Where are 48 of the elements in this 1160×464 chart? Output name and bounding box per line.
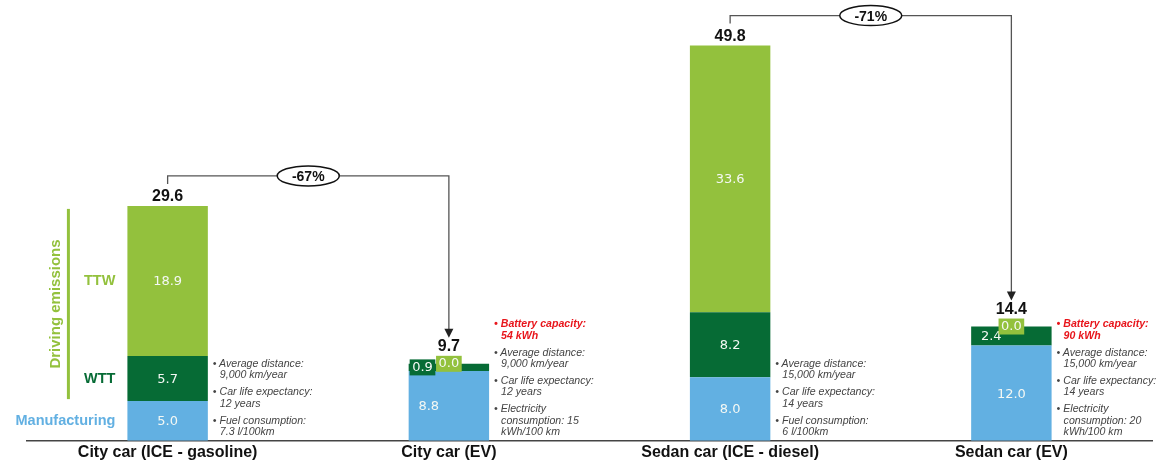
annotation: Driving emissions xyxy=(45,239,63,369)
total-label: 49.8 xyxy=(714,26,746,44)
bar xyxy=(127,205,208,356)
annotation: • Average distance: 9,000 km/year xyxy=(212,356,304,381)
total-label: 29.6 xyxy=(152,186,184,204)
annotation: • Average distance: 9,000 km/year xyxy=(494,345,586,369)
annotation: • Battery capacity: 54 kWh xyxy=(494,317,587,341)
annotation: • Electricity consumption: 20 kWh/100 km xyxy=(1056,402,1142,437)
series-label: Manufacturing xyxy=(15,411,116,428)
data-label: 8.2 xyxy=(719,337,741,353)
annotation: • Electricity consumption: 15 kWh/100 km xyxy=(494,402,579,437)
annotation: • Average distance: 15,000 km/year xyxy=(1056,345,1148,369)
data-label: 8.0 xyxy=(719,401,741,417)
x-tick-label: City car (ICE - gasoline) xyxy=(77,442,258,460)
x-tick-label: City car (EV) xyxy=(401,442,497,460)
data-label: 0.0 xyxy=(1001,317,1022,333)
annotation: • Fuel consumption: 6 l/100km xyxy=(775,413,869,437)
series-label: WTT xyxy=(84,369,116,386)
data-label: 33.6 xyxy=(715,171,745,187)
bar xyxy=(408,370,490,441)
x-tick-label: Sedan car (ICE - diesel) xyxy=(641,442,820,460)
data-label: 12.0 xyxy=(996,385,1026,401)
annotation: • Fuel consumption: 7.3 l/100km xyxy=(212,413,307,437)
bar xyxy=(127,401,208,441)
data-label: 18.9 xyxy=(153,273,183,289)
bar xyxy=(127,355,208,402)
annotation: • Car life expectancy: 12 years xyxy=(494,373,594,398)
bar xyxy=(689,377,771,441)
text: -71% xyxy=(854,7,888,24)
annotation: • Battery capacity: 90 kWh xyxy=(1056,317,1149,341)
data-label: 5.0 xyxy=(157,413,178,429)
data-label: 5.7 xyxy=(157,370,178,386)
bar xyxy=(689,45,771,313)
annotation: -67% xyxy=(291,167,326,184)
annotation: • Car life expectancy: 12 years xyxy=(212,385,313,409)
total-label: 9.7 xyxy=(437,336,461,354)
bar xyxy=(689,312,771,378)
annotation: • Car life expectancy: 14 years xyxy=(1056,373,1157,398)
data-label: 0.9 xyxy=(412,358,433,374)
total-label: 14.4 xyxy=(995,299,1028,317)
annotation: • Car life expectancy: 14 years xyxy=(775,385,876,409)
annotation: • Average distance: 15,000 km/year xyxy=(775,356,867,381)
series-label: TTW xyxy=(84,271,116,288)
data-label: 0.0 xyxy=(438,355,460,371)
x-tick-label: Sedan car (EV) xyxy=(954,442,1068,460)
data-label: 2.4 xyxy=(980,328,1002,344)
data-label: 8.8 xyxy=(418,398,440,414)
bar xyxy=(971,345,1052,441)
